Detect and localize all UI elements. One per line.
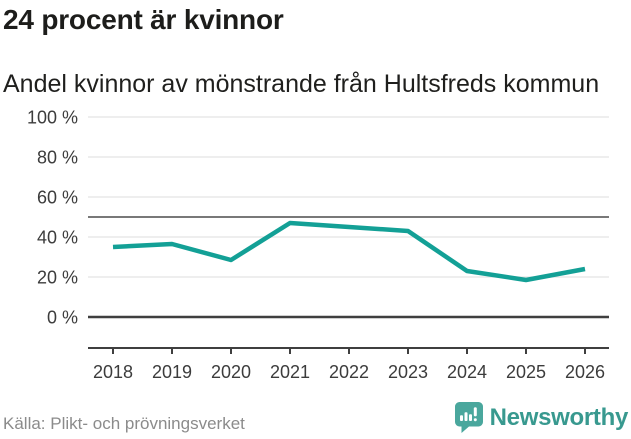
newsworthy-wordmark: Newsworthy — [489, 404, 629, 431]
x-tick-label: 2024 — [447, 362, 487, 382]
chart-title: 24 procent är kvinnor — [3, 4, 284, 35]
x-tick-label: 2026 — [565, 362, 605, 382]
trend-line — [112, 220, 586, 283]
newsworthy-logo: Newsworthy — [454, 402, 629, 433]
x-tick-label: 2025 — [506, 362, 546, 382]
y-tick-label: 100 % — [27, 108, 78, 128]
bar-2 — [464, 412, 468, 421]
bar-1 — [459, 415, 463, 421]
x-tick-label: 2019 — [152, 362, 192, 382]
chart-subtitle: Andel kvinnor av mönstrande från Hultsfr… — [3, 70, 600, 98]
x-tick-label: 2018 — [93, 362, 133, 382]
y-tick-label: 40 % — [37, 228, 78, 248]
exclamation-bar — [473, 407, 477, 417]
source-note: Källa: Plikt- och prövningsverket — [3, 414, 245, 433]
y-tick-label: 0 % — [47, 308, 78, 328]
bar-3 — [468, 414, 472, 421]
x-tick-label: 2020 — [211, 362, 251, 382]
x-tick-label: 2021 — [270, 362, 310, 382]
newsworthy-bar-chart-bubble-icon — [454, 402, 483, 433]
y-tick-label: 60 % — [37, 188, 78, 208]
y-tick-label: 20 % — [37, 268, 78, 288]
y-tick-label: 80 % — [37, 148, 78, 168]
x-tick-label: 2022 — [329, 362, 369, 382]
x-tick-label: 2023 — [388, 362, 428, 382]
exclamation-dot — [473, 418, 477, 422]
